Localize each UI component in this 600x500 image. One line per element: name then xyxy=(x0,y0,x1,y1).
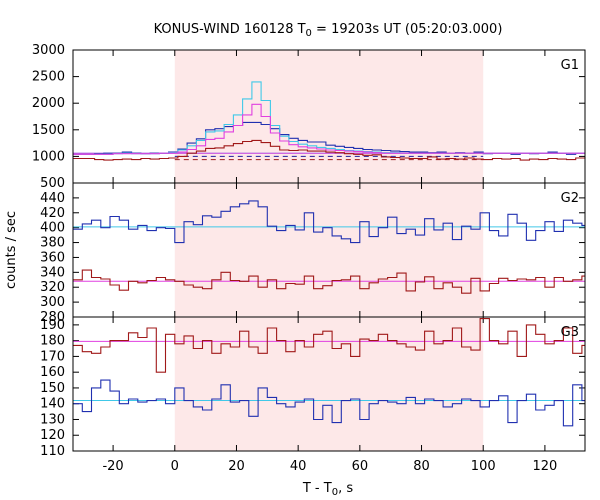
plot-area: 50010001500200025003000G1280300320340360… xyxy=(32,43,586,474)
y-tick-label: 3000 xyxy=(32,43,65,58)
panel-frame xyxy=(72,316,586,452)
y-tick-label: 2500 xyxy=(32,70,65,85)
y-tick-label: 1000 xyxy=(32,149,65,164)
y-tick-label: 280 xyxy=(40,310,65,325)
y-tick-label: 120 xyxy=(40,428,65,443)
y-tick-label: 110 xyxy=(40,444,65,459)
series-step-line xyxy=(73,139,586,161)
x-tick-label: 0 xyxy=(171,459,179,474)
y-tick-label: 180 xyxy=(40,334,65,349)
y-tick-label: 130 xyxy=(40,412,65,427)
x-tick-label: 100 xyxy=(471,459,496,474)
y-tick-label: 380 xyxy=(40,236,65,251)
burst-interval-band xyxy=(174,50,484,451)
x-tick-label: 120 xyxy=(532,459,557,474)
chart-title: KONUS-WIND 160128 T0 = 19203s UT (05:20:… xyxy=(154,22,503,39)
panel-label: G3 xyxy=(561,325,579,340)
series-step-line xyxy=(73,379,585,427)
y-tick-label: 2000 xyxy=(32,96,65,111)
y-axis-label: counts / sec xyxy=(4,211,19,289)
y-tick-label: 170 xyxy=(40,349,65,364)
y-tick-label: 140 xyxy=(40,397,65,412)
x-tick-label: 20 xyxy=(228,459,245,474)
y-tick-label: 420 xyxy=(40,206,65,221)
y-tick-label: 400 xyxy=(40,221,65,236)
panel-label: G1 xyxy=(561,58,579,73)
x-tick-label: -20 xyxy=(102,459,123,474)
series-step-line xyxy=(73,103,585,155)
y-tick-label: 190 xyxy=(40,318,65,333)
y-tick-label: 160 xyxy=(40,365,65,380)
x-axis-label: T - T0, s xyxy=(302,481,353,498)
y-tick-label: 300 xyxy=(40,295,65,310)
y-tick-label: 1500 xyxy=(32,123,65,138)
y-tick-label: 150 xyxy=(40,381,65,396)
y-tick-label: 360 xyxy=(40,250,65,265)
y-tick-label: 500 xyxy=(40,176,65,191)
y-tick-label: 440 xyxy=(40,191,65,206)
x-tick-label: 60 xyxy=(352,459,369,474)
series-step-line xyxy=(73,269,585,294)
y-tick-label: 320 xyxy=(40,280,65,295)
x-tick-label: 40 xyxy=(290,459,307,474)
series-step-line xyxy=(73,200,585,244)
x-tick-label: 80 xyxy=(413,459,430,474)
y-tick-label: 340 xyxy=(40,265,65,280)
panel-label: G2 xyxy=(561,191,579,206)
series-step-line xyxy=(73,318,585,373)
